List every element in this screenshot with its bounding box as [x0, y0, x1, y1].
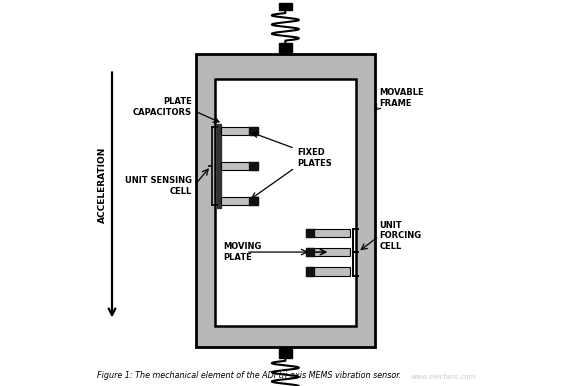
Bar	[279, 347, 292, 358]
Bar	[306, 267, 350, 276]
Text: FIXED
PLATES: FIXED PLATES	[297, 149, 332, 168]
Text: MOVING
PLATE: MOVING PLATE	[223, 242, 261, 262]
Bar	[306, 229, 314, 237]
Bar	[306, 229, 350, 237]
Text: www.elecfans.com: www.elecfans.com	[410, 374, 476, 380]
Bar	[306, 248, 350, 256]
Bar	[221, 197, 257, 205]
Text: UNIT SENSING
CELL: UNIT SENSING CELL	[125, 176, 192, 196]
Bar	[221, 127, 257, 135]
Bar	[217, 124, 221, 208]
Bar	[249, 162, 257, 170]
Bar	[306, 248, 314, 256]
Text: Figure 1: The mechanical element of the ADI tri-axis MEMS vibration sensor.: Figure 1: The mechanical element of the …	[97, 371, 402, 380]
Bar	[249, 127, 257, 135]
Bar	[249, 197, 257, 205]
Bar	[279, 3, 292, 10]
Text: UNIT
FORCING
CELL: UNIT FORCING CELL	[379, 221, 421, 251]
Bar	[221, 162, 257, 170]
Text: PLATE
CAPACITORS: PLATE CAPACITORS	[133, 97, 192, 117]
Bar	[279, 43, 292, 54]
Text: MOVABLE
FRAME: MOVABLE FRAME	[379, 88, 424, 108]
Bar	[215, 79, 356, 326]
Bar	[196, 54, 375, 347]
Text: ACCELERATION: ACCELERATION	[97, 147, 107, 223]
Bar	[306, 267, 314, 276]
